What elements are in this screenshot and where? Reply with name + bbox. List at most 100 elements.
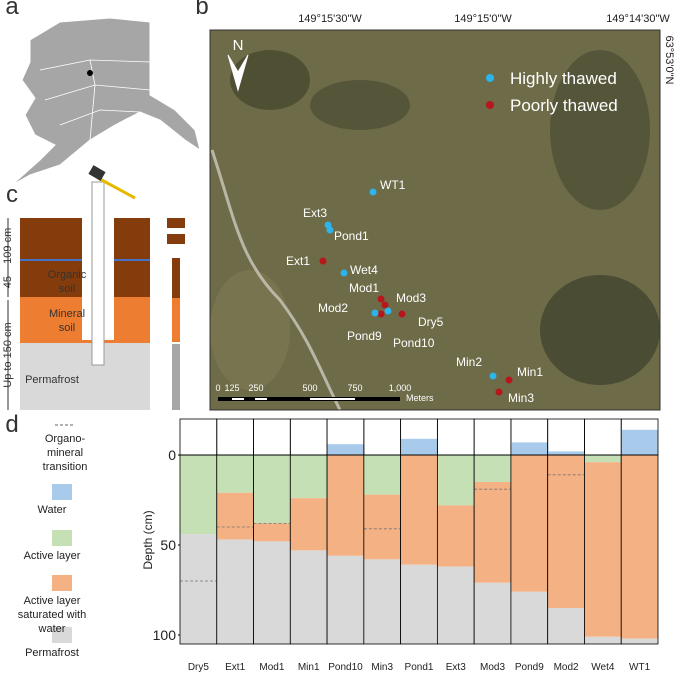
site-dot bbox=[377, 295, 385, 303]
y-tick-label: 50 bbox=[160, 537, 176, 553]
core-piece bbox=[172, 298, 180, 342]
alaska-map bbox=[11, 17, 201, 186]
site-dot bbox=[398, 310, 406, 318]
scale-unit: Meters bbox=[406, 393, 434, 403]
water-bar bbox=[510, 442, 548, 455]
site-label: Mod2 bbox=[318, 301, 348, 315]
hammer-head bbox=[88, 165, 106, 181]
scale-label: 1,000 bbox=[389, 383, 412, 393]
panel-label: c bbox=[6, 181, 18, 208]
layer-bar bbox=[216, 455, 254, 493]
permafrost-bar bbox=[180, 534, 217, 644]
water-bar bbox=[621, 429, 658, 455]
core-piece bbox=[172, 344, 180, 410]
x-tick-label: Pond9 bbox=[515, 662, 544, 673]
permafrost-bar bbox=[474, 582, 511, 644]
hammer bbox=[97, 176, 136, 200]
x-tick-label: Mod1 bbox=[259, 662, 284, 673]
site-label: Min3 bbox=[508, 391, 534, 405]
layer-bar bbox=[510, 455, 548, 592]
depth-label: Up to 150 cm bbox=[2, 322, 14, 388]
scale-label: 250 bbox=[248, 383, 263, 393]
core-piece bbox=[167, 218, 185, 228]
site-dot bbox=[489, 372, 497, 380]
permafrost-layer bbox=[20, 343, 150, 410]
permafrost-bar bbox=[621, 638, 658, 644]
longitude-label: 149°15'0"W bbox=[454, 13, 512, 25]
site-label: Min1 bbox=[517, 365, 543, 379]
x-tick-label: Wet4 bbox=[591, 662, 615, 673]
core-piece bbox=[172, 258, 180, 298]
scale-bar bbox=[310, 398, 355, 400]
scale-bar bbox=[255, 398, 267, 400]
legend-label: Poorly thawed bbox=[510, 96, 618, 115]
x-tick-label: Ext1 bbox=[225, 662, 245, 673]
layer-bar bbox=[474, 455, 511, 482]
site-dot bbox=[371, 309, 379, 317]
layer-bar bbox=[547, 455, 585, 608]
site-dot bbox=[381, 301, 389, 309]
layer-bar bbox=[290, 455, 328, 499]
x-tick-label: Dry5 bbox=[188, 662, 210, 673]
scale-label: 0 bbox=[215, 383, 220, 393]
legend-label: Active layer saturated with water bbox=[17, 595, 87, 635]
site-label: Pond9 bbox=[347, 329, 382, 343]
site-label: Mod3 bbox=[396, 291, 426, 305]
north-arrow bbox=[227, 54, 249, 92]
permafrost-bar bbox=[547, 608, 585, 644]
terrain bbox=[310, 80, 410, 130]
site-location bbox=[87, 70, 93, 76]
terrain bbox=[210, 270, 290, 390]
site-dot bbox=[326, 226, 334, 234]
layer-bar bbox=[621, 455, 658, 639]
site-label: Dry5 bbox=[418, 315, 444, 329]
layer-bar bbox=[584, 455, 622, 463]
scale-bar bbox=[232, 398, 244, 400]
panel-label: b bbox=[195, 0, 209, 20]
layer-bar bbox=[327, 455, 364, 556]
soil-label: Mineral soil bbox=[48, 308, 86, 334]
legend-label: Water bbox=[37, 504, 67, 516]
legend-label: Organo-mineral transition bbox=[42, 433, 88, 473]
soil-label: Organic soil bbox=[47, 269, 87, 295]
layer-bar bbox=[437, 455, 475, 506]
longitude-label: 149°15'30"W bbox=[298, 13, 362, 25]
scale-bar bbox=[218, 397, 400, 401]
x-tick-label: WT1 bbox=[629, 662, 651, 673]
site-label: Ext1 bbox=[286, 254, 310, 268]
site-label: Wet4 bbox=[350, 263, 378, 277]
site-label: Min2 bbox=[456, 355, 482, 369]
corer bbox=[91, 181, 105, 366]
x-tick-label: Mod2 bbox=[554, 662, 579, 673]
north-label: N bbox=[233, 37, 244, 54]
column-frame bbox=[620, 418, 659, 645]
layer-bar bbox=[400, 455, 438, 565]
scale-label: 500 bbox=[302, 383, 317, 393]
legend-dot bbox=[486, 74, 494, 82]
site-dot bbox=[505, 376, 513, 384]
x-tick-label: Pond1 bbox=[405, 662, 434, 673]
permafrost-bar bbox=[253, 541, 291, 644]
depth-label: 45 – 109 cm bbox=[2, 227, 14, 289]
terrain bbox=[540, 275, 660, 385]
layer-bar bbox=[363, 494, 401, 560]
longitude-label: 149°14'30"W bbox=[606, 13, 670, 25]
legend-dot bbox=[486, 101, 494, 109]
layer-bar bbox=[253, 523, 291, 542]
site-label: WT1 bbox=[380, 178, 406, 192]
water-bar bbox=[400, 438, 438, 455]
panel-label: d bbox=[5, 411, 19, 438]
site-dot bbox=[340, 269, 348, 277]
permafrost-bar bbox=[437, 566, 475, 644]
site-dot bbox=[377, 310, 385, 318]
layer-bar bbox=[437, 505, 475, 567]
legend-label: Highly thawed bbox=[510, 69, 617, 88]
x-tick-label: Ext3 bbox=[446, 662, 466, 673]
water-bar bbox=[327, 444, 364, 455]
region-lines bbox=[39, 59, 151, 141]
legend-label: Permafrost bbox=[25, 647, 79, 659]
permafrost-bar bbox=[400, 564, 438, 644]
permafrost-bar bbox=[363, 559, 401, 644]
y-axis-label: Depth (cm) bbox=[141, 510, 155, 569]
x-tick-label: Pond10 bbox=[328, 662, 363, 673]
